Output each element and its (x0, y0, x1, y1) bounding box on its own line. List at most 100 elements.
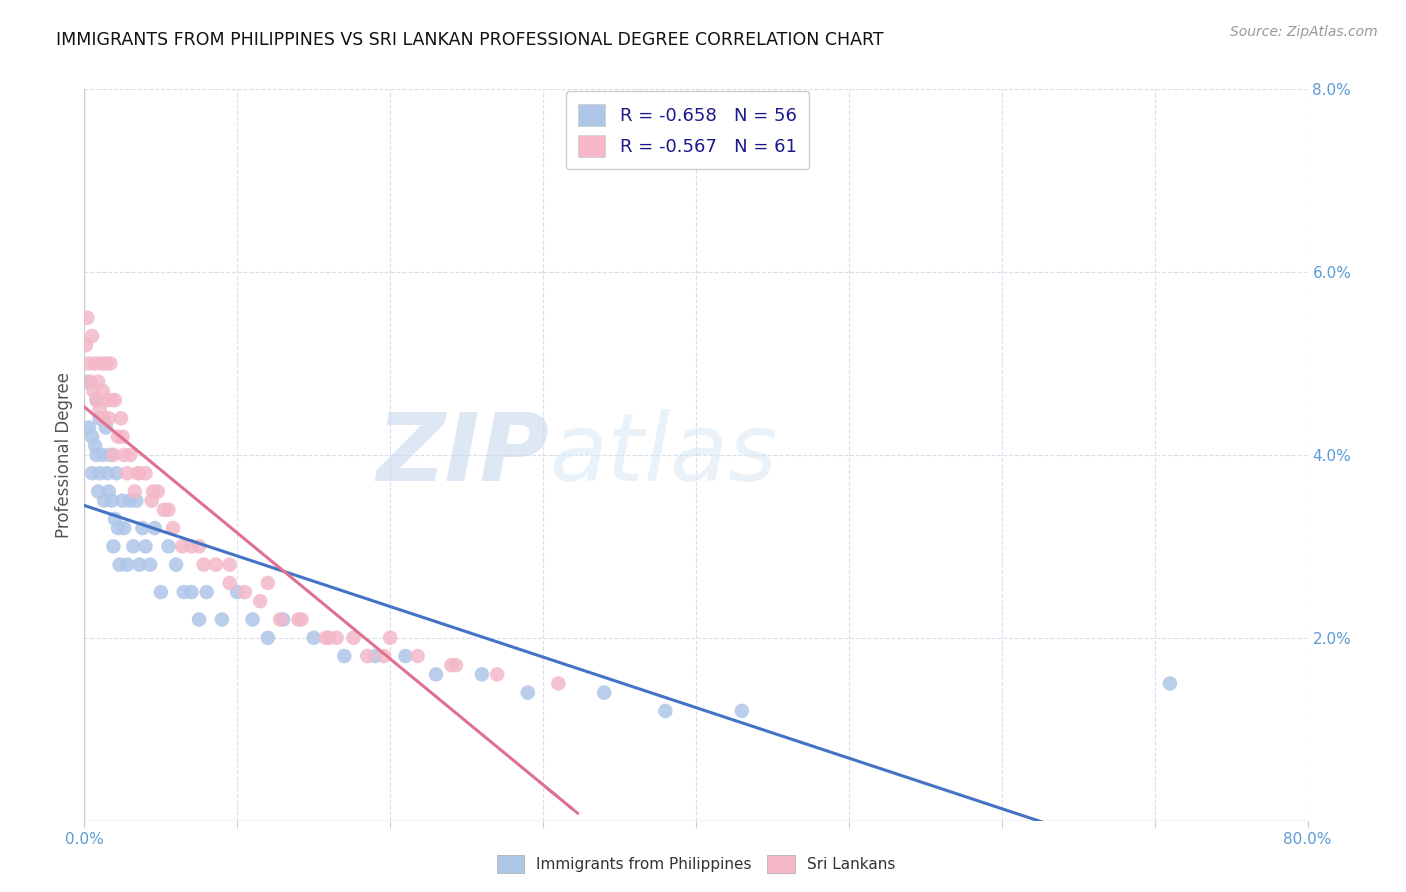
Point (211, 613, 233, 627)
Point (107, 430, 129, 444)
Point (142, 484, 165, 499)
Point (110, 411, 132, 425)
Point (115, 558, 138, 572)
Point (173, 585, 195, 599)
Point (128, 558, 150, 572)
Point (75, 338, 97, 352)
Point (318, 631, 340, 645)
Point (86, 393, 108, 408)
Point (120, 448, 142, 462)
Text: ZIP: ZIP (377, 409, 550, 501)
Point (149, 585, 172, 599)
Point (135, 467, 157, 481)
Point (380, 631, 402, 645)
Point (271, 613, 294, 627)
Text: Source: ZipAtlas.com: Source: ZipAtlas.com (1230, 25, 1378, 39)
Point (486, 667, 509, 681)
Point (108, 558, 131, 572)
Point (342, 631, 364, 645)
Point (80, 329, 103, 343)
Point (96, 393, 118, 408)
Point (89, 402, 111, 417)
Point (180, 539, 202, 553)
Point (77, 420, 100, 434)
Point (188, 613, 211, 627)
Point (287, 613, 309, 627)
Point (101, 393, 124, 408)
Point (122, 539, 145, 553)
Point (315, 631, 337, 645)
Point (157, 503, 180, 517)
Point (364, 649, 387, 664)
Point (425, 667, 447, 681)
Point (143, 521, 166, 535)
Point (131, 521, 153, 535)
Point (1159, 676, 1181, 690)
Point (302, 631, 325, 645)
Point (440, 658, 463, 673)
Point (226, 585, 249, 599)
Point (107, 521, 129, 535)
Point (180, 585, 202, 599)
Point (233, 585, 256, 599)
Point (249, 594, 271, 608)
Point (269, 613, 291, 627)
Point (406, 649, 429, 664)
Point (84, 439, 107, 453)
Point (124, 484, 146, 499)
Point (516, 686, 538, 700)
Point (103, 539, 125, 553)
Point (135, 539, 157, 553)
Point (593, 686, 616, 700)
Point (97, 484, 120, 499)
Point (87, 484, 110, 499)
Point (172, 539, 194, 553)
Point (94, 420, 117, 434)
Point (127, 467, 149, 481)
Point (112, 448, 135, 462)
Point (94, 356, 117, 371)
Point (115, 467, 138, 481)
Point (139, 558, 162, 572)
Point (654, 704, 676, 718)
Y-axis label: Professional Degree: Professional Degree (55, 372, 73, 538)
Point (157, 539, 180, 553)
Point (89, 467, 111, 481)
Point (79, 375, 101, 389)
Point (218, 576, 240, 591)
Point (96, 467, 118, 481)
Point (90, 356, 112, 371)
Point (101, 493, 124, 508)
Point (188, 539, 211, 553)
Point (80, 430, 103, 444)
Point (373, 649, 395, 664)
Point (128, 467, 150, 481)
Point (333, 649, 356, 664)
Point (290, 613, 312, 627)
Point (93, 493, 115, 508)
Point (257, 576, 280, 591)
Point (325, 631, 347, 645)
Point (91, 448, 114, 462)
Point (77, 356, 100, 371)
Point (76, 310, 98, 325)
Point (86, 393, 108, 408)
Point (394, 649, 416, 664)
Point (104, 512, 127, 526)
Point (146, 484, 169, 499)
Point (471, 667, 494, 681)
Point (93, 411, 115, 425)
Point (112, 521, 135, 535)
Point (205, 558, 228, 572)
Text: IMMIGRANTS FROM PHILIPPINES VS SRI LANKAN PROFESSIONAL DEGREE CORRELATION CHART: IMMIGRANTS FROM PHILIPPINES VS SRI LANKA… (56, 31, 884, 49)
Point (111, 430, 134, 444)
Point (104, 393, 127, 408)
Point (105, 467, 128, 481)
Point (83, 384, 105, 398)
Point (120, 493, 142, 508)
Point (257, 631, 280, 645)
Point (218, 558, 240, 572)
Point (91, 384, 114, 398)
Point (86, 448, 108, 462)
Point (103, 448, 125, 462)
